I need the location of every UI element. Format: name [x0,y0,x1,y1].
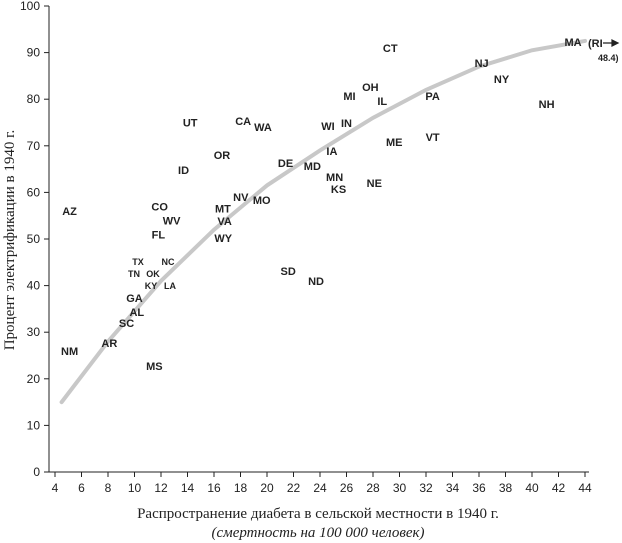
x-tick-label: 22 [287,481,301,495]
offchart-annotation: (RI 48.4) [588,38,620,63]
point-label-fl: FL [152,229,166,241]
y-tick-label: 10 [27,418,41,432]
x-tick-label: 28 [366,481,380,495]
point-label-tn: TN [128,269,140,279]
y-tick-label: 0 [33,465,40,479]
x-tick-label: 42 [552,481,566,495]
point-label-ar: AR [101,338,117,350]
x-axis-title: Распространение диабета в сельской местн… [137,506,499,522]
point-label-in: IN [341,118,352,130]
x-tick-label: 18 [234,481,248,495]
point-label-ks: KS [331,184,346,196]
trend-curve [59,38,587,405]
point-label-ia: IA [326,146,337,158]
point-label-wy: WY [214,233,232,245]
y-tick-label: 60 [27,185,41,199]
point-label-ky: KY [145,281,158,291]
point-label-ct: CT [383,43,398,55]
point-label-sc: SC [119,318,134,330]
y-tick-label: 50 [27,232,41,246]
point-label-oh: OH [362,82,379,94]
axes: 0 10 20 30 40 50 60 70 80 90 100 4 6 8 10 12 14 16 18 20 22 2… [20,0,592,495]
point-label-ms: MS [146,361,163,373]
point-label-il: IL [377,96,387,108]
ri-value: 48.4) [598,53,619,63]
x-tick-label: 20 [260,481,274,495]
point-label-id: ID [178,165,189,177]
point-label-az: AZ [62,206,77,218]
point-label-ok: OK [146,269,160,279]
x-tick-label: 36 [472,481,486,495]
x-axis-subtitle: (смертность на 100 000 человек) [211,525,424,541]
y-axis-title: Процент электрификации в 1940 г. [2,130,18,351]
point-label-wv: WV [163,215,181,227]
x-tick-label: 24 [313,481,327,495]
y-tick-label: 30 [27,325,41,339]
point-label-ma: MA [565,37,582,49]
x-tick-label: 40 [525,481,539,495]
point-label-mo: MO [253,195,271,207]
x-tick-label: 26 [340,481,354,495]
x-tick-label: 6 [78,481,85,495]
point-label-ca: CA [235,116,251,128]
point-label-pa: PA [425,91,440,103]
point-label-de: DE [278,158,293,170]
x-tick-label: 16 [207,481,221,495]
point-label-nd: ND [308,276,324,288]
point-label-co: CO [151,201,168,213]
point-label-va: VA [217,216,232,228]
y-tick-label: 90 [27,46,41,60]
point-label-nh: NH [539,99,555,111]
point-label-tx: TX [132,257,144,267]
point-label-md: MD [304,161,321,173]
x-tick-label: 30 [393,481,407,495]
point-label-mi: MI [343,91,355,103]
y-tick-label: 70 [27,139,41,153]
point-label-or: OR [214,150,231,162]
point-label-la: LA [164,281,176,291]
x-tick-label: 10 [128,481,142,495]
point-label-ne: NE [367,178,382,190]
x-tick-label: 4 [52,481,59,495]
x-tick-label: 32 [419,481,433,495]
point-label-nm: NM [61,346,78,358]
y-tick-label: 80 [27,92,41,106]
point-label-wi: WI [321,121,334,133]
arrow-right-icon [603,39,620,47]
x-tick-label: 34 [446,481,460,495]
x-tick-label: 14 [181,481,195,495]
x-tick-label: 12 [154,481,168,495]
point-label-mn: MN [326,172,343,184]
x-tick-label: 38 [499,481,513,495]
point-label-ny: NY [494,74,510,86]
point-label-vt: VT [426,132,440,144]
x-tick-label: 8 [105,481,112,495]
point-label-nv: NV [233,192,249,204]
point-label-mt: MT [215,203,231,215]
x-tick-label: 44 [578,481,592,495]
y-tick-label: 20 [27,372,41,386]
point-label-sd: SD [281,266,296,278]
point-label-wa: WA [254,122,272,134]
point-label-al: AL [129,307,144,319]
ri-label: (RI [588,38,603,50]
point-label-nc: NC [162,257,175,267]
y-tick-label: 100 [20,0,40,13]
y-tick-label: 40 [27,279,41,293]
point-label-ga: GA [126,293,143,305]
point-label-nj: NJ [475,58,489,70]
point-label-ut: UT [183,118,198,130]
point-label-me: ME [386,137,403,149]
